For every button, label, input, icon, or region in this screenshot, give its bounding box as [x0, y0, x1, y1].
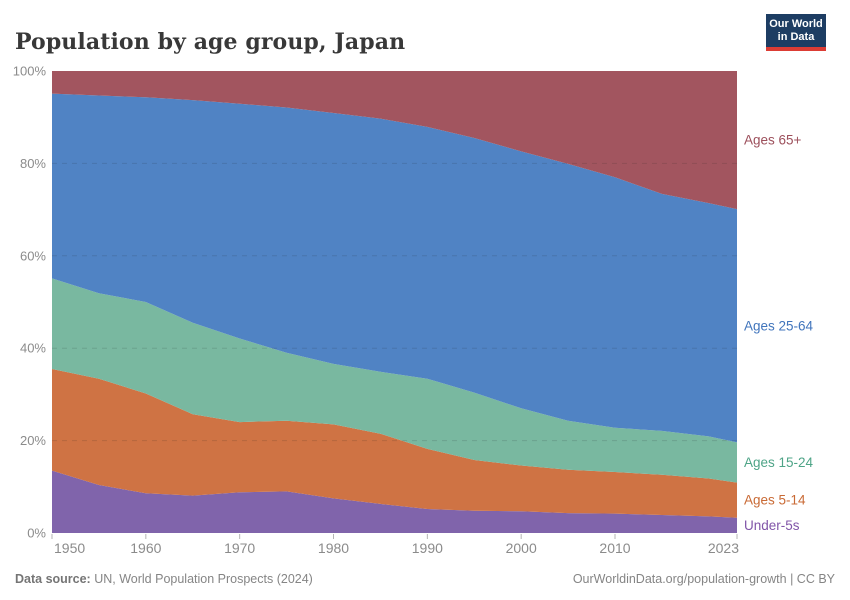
legend-label-ages-5-14[interactable]: Ages 5-14 [744, 493, 806, 508]
area-ages-5-14[interactable] [52, 369, 737, 518]
x-axis-label-1950: 1950 [54, 540, 85, 556]
y-axis-label-80: 80% [20, 156, 46, 171]
data-source-note: Data source: UN, World Population Prospe… [15, 572, 313, 586]
y-axis-label-100: 100% [13, 64, 47, 79]
owid-logo[interactable]: Our World in Data [766, 14, 826, 51]
owid-logo-text-line1: Our World [769, 18, 823, 30]
legend-label-ages-15-24[interactable]: Ages 15-24 [744, 455, 814, 470]
legend-label-under-5s[interactable]: Under-5s [744, 518, 800, 533]
data-source-label: Data source: [15, 572, 91, 586]
chart-footer: Data source: UN, World Population Prospe… [0, 566, 850, 596]
area-ages-65[interactable] [52, 71, 737, 210]
owid-credit-link[interactable]: OurWorldinData.org/population-growth | C… [572, 572, 835, 586]
area-ages-25-64[interactable] [52, 93, 737, 443]
x-axis-label-1970: 1970 [224, 540, 255, 556]
x-axis-label-1960: 1960 [130, 540, 161, 556]
x-axis-label-1990: 1990 [412, 540, 443, 556]
legend-label-ages-65[interactable]: Ages 65+ [744, 133, 802, 148]
area-ages-15-24[interactable] [52, 278, 737, 483]
y-axis-label-60: 60% [20, 248, 46, 263]
x-axis-label-2010: 2010 [599, 540, 630, 556]
x-axis-label-2023: 2023 [708, 540, 739, 556]
y-axis-label-40: 40% [20, 341, 46, 356]
legend-label-ages-25-64[interactable]: Ages 25-64 [744, 318, 814, 333]
x-axis-label-2000: 2000 [506, 540, 537, 556]
area-under-5s[interactable] [52, 470, 737, 533]
x-axis-label-1980: 1980 [318, 540, 349, 556]
y-axis-label-20: 20% [20, 433, 46, 448]
chart-title: Population by age group, Japan [15, 28, 406, 55]
owid-logo-text-line2: in Data [777, 31, 815, 43]
data-source-text: UN, World Population Prospects (2024) [94, 572, 313, 586]
y-axis-label-0: 0% [27, 526, 46, 541]
